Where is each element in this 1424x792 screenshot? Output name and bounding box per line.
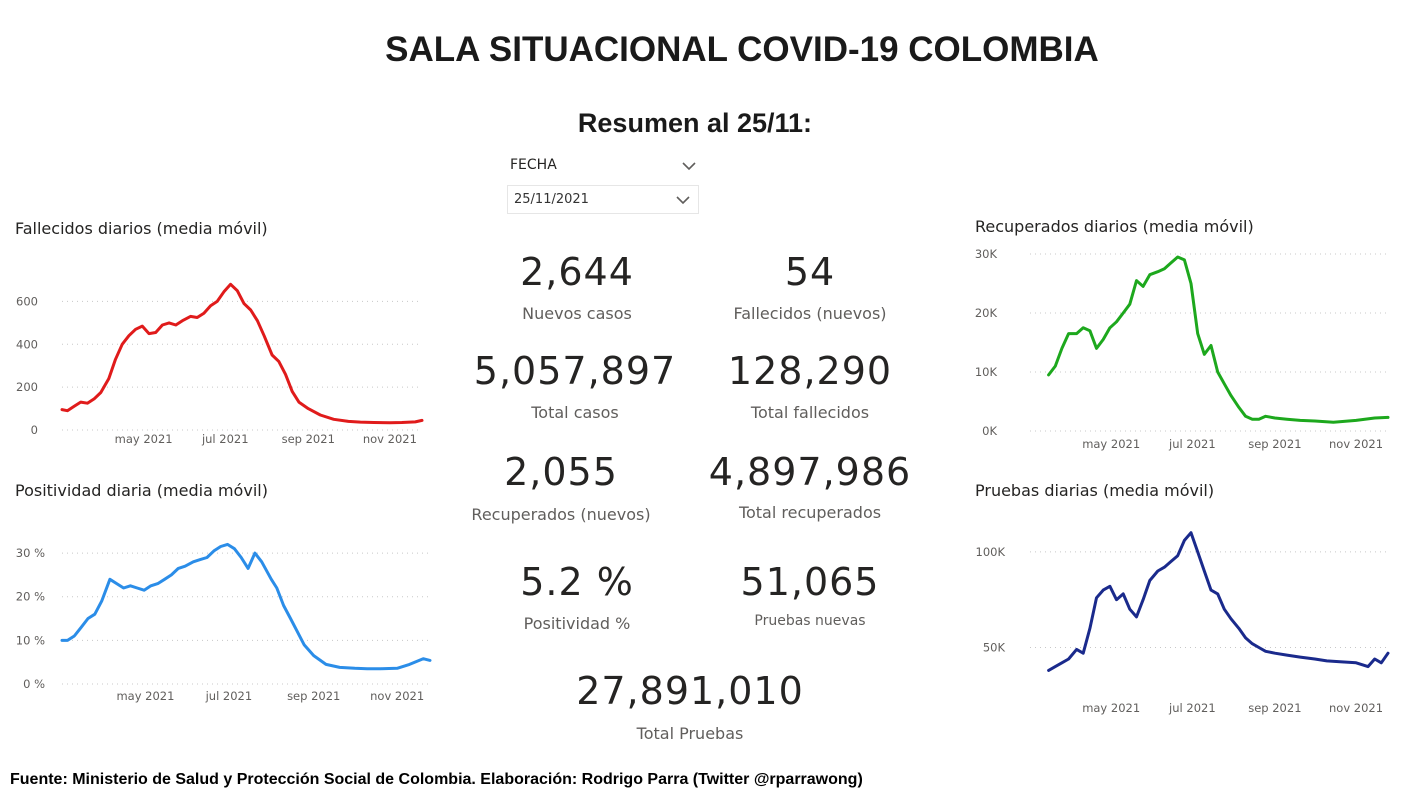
- x-tick-label: sep 2021: [282, 432, 335, 446]
- card-recuperados-nuevos-label: Recuperados (nuevos): [471, 505, 651, 524]
- series-line-fallecidos: [60, 282, 424, 425]
- x-tick-label: sep 2021: [1248, 437, 1301, 451]
- card-total-pruebas-value: 27,891,010: [576, 669, 804, 713]
- x-tick-label: jul 2021: [1168, 437, 1216, 451]
- chart-title-recuperados: Recuperados diarios (media móvil): [975, 217, 1254, 236]
- x-tick-label: jul 2021: [205, 689, 253, 703]
- x-tick-label: may 2021: [1082, 437, 1140, 451]
- footer-source: Fuente: Ministerio de Salud y Protección…: [10, 771, 863, 788]
- chart-recuperados: 0K 10K 20K 30K may 2021 jul 2021 sep 2021 nov 2…: [975, 247, 1390, 451]
- y-tick-label: 20K: [975, 306, 998, 320]
- series-line-pruebas: [1047, 531, 1390, 672]
- y-tick-label: 0 %: [23, 677, 45, 691]
- card-total-casos-label: Total casos: [531, 403, 619, 422]
- card-nuevos-casos-value: 2,644: [520, 250, 634, 294]
- chevron-down-icon[interactable]: [680, 157, 698, 175]
- y-tick-label: 600: [16, 294, 38, 308]
- x-tick-label: sep 2021: [1248, 701, 1301, 715]
- page-title: SALA SITUACIONAL COVID-19 COLOMBIA: [385, 30, 1099, 69]
- y-tick-label: 0: [31, 423, 38, 437]
- x-tick-label: nov 2021: [1329, 701, 1383, 715]
- x-tick-label: jul 2021: [1168, 701, 1216, 715]
- chart-positividad: 0 % 10 % 20 % 30 % may 2021 jul 2021 sep 2021 n…: [16, 542, 432, 703]
- y-tick-label: 10 %: [16, 633, 45, 647]
- y-tick-label: 200: [16, 380, 38, 394]
- y-tick-label: 50K: [983, 640, 1006, 654]
- card-total-recuperados-value: 4,897,986: [708, 450, 912, 494]
- card-total-fallecidos-label: Total fallecidos: [750, 403, 870, 422]
- y-tick-label: 10K: [975, 365, 998, 379]
- card-positividad-value: 5.2 %: [520, 560, 634, 604]
- x-tick-label: jul 2021: [201, 432, 249, 446]
- slicer-label: FECHA: [510, 157, 557, 173]
- x-tick-label: may 2021: [115, 432, 173, 446]
- x-tick-label: may 2021: [116, 689, 174, 703]
- card-fallecidos-nuevos-label: Fallecidos (nuevos): [733, 304, 887, 323]
- series-line-positividad: [60, 542, 432, 671]
- x-tick-label: nov 2021: [1329, 437, 1383, 451]
- card-pruebas-nuevas-value: 51,065: [740, 560, 880, 604]
- y-tick-label: 20 %: [16, 590, 45, 604]
- x-tick-label: nov 2021: [370, 689, 424, 703]
- x-tick-label: nov 2021: [363, 432, 417, 446]
- card-total-casos-value: 5,057,897: [473, 349, 677, 393]
- y-tick-label: 0K: [982, 424, 997, 438]
- card-pruebas-nuevas-label: Pruebas nuevas: [754, 613, 866, 629]
- card-positividad-label: Positividad %: [523, 614, 631, 633]
- chart-title-pruebas: Pruebas diarias (media móvil): [975, 481, 1215, 500]
- y-tick-label: 400: [16, 337, 38, 351]
- card-total-recuperados-label: Total recuperados: [738, 503, 882, 522]
- page-subtitle: Resumen al 25/11:: [577, 108, 813, 138]
- date-slicer-value: 25/11/2021: [514, 192, 589, 207]
- chart-fallecidos: 0 200 400 600 may 2021 jul 2021 sep 2021 nov 20…: [16, 282, 424, 446]
- chevron-down-icon: [676, 196, 690, 205]
- x-tick-label: may 2021: [1082, 701, 1140, 715]
- card-fallecidos-nuevos-value: 54: [784, 250, 836, 294]
- x-tick-label: sep 2021: [287, 689, 340, 703]
- date-slicer-dropdown[interactable]: 25/11/2021: [507, 185, 699, 214]
- chart-title-positividad: Positividad diaria (media móvil): [15, 481, 268, 500]
- y-tick-label: 100K: [976, 545, 1006, 559]
- card-total-pruebas-label: Total Pruebas: [636, 724, 744, 743]
- card-recuperados-nuevos-value: 2,055: [504, 450, 618, 494]
- chart-title-fallecidos: Fallecidos diarios (media móvil): [15, 219, 268, 238]
- card-total-fallecidos-value: 128,290: [727, 349, 893, 393]
- card-nuevos-casos-label: Nuevos casos: [522, 304, 632, 323]
- chart-pruebas: 50K 100K may 2021 jul 2021 sep 2021 nov 2021: [976, 531, 1390, 715]
- y-tick-label: 30 %: [16, 546, 45, 560]
- series-line-recuperados: [1047, 255, 1390, 424]
- y-tick-label: 30K: [975, 247, 998, 261]
